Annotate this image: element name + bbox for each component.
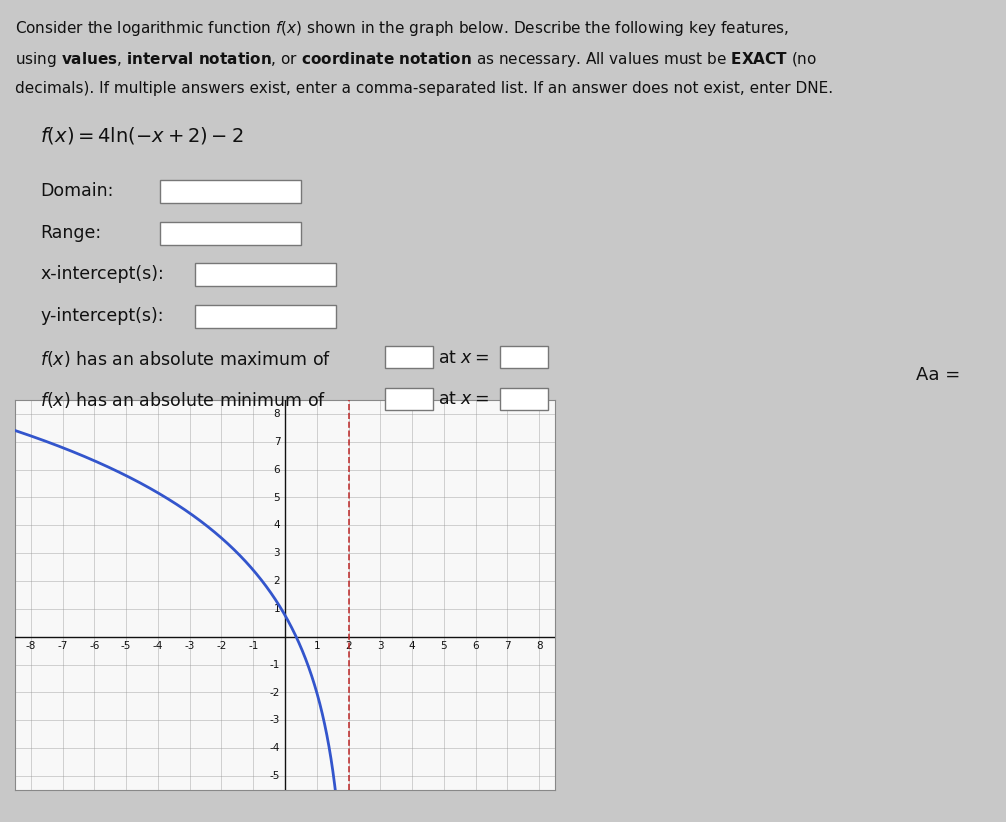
Text: -3: -3 — [270, 715, 281, 725]
Text: 8: 8 — [536, 641, 542, 651]
Text: -2: -2 — [216, 641, 226, 651]
Text: 7: 7 — [274, 436, 281, 447]
FancyBboxPatch shape — [160, 222, 301, 245]
Text: -6: -6 — [90, 641, 100, 651]
Text: Range:: Range: — [40, 224, 102, 242]
Text: $f(x)$ has an absolute maximum of: $f(x)$ has an absolute maximum of — [40, 349, 332, 368]
FancyBboxPatch shape — [385, 347, 434, 368]
Text: Domain:: Domain: — [40, 182, 114, 200]
FancyBboxPatch shape — [385, 388, 434, 410]
Text: $f(x) = 4\ln(-x+2) - 2$: $f(x) = 4\ln(-x+2) - 2$ — [40, 125, 243, 145]
Text: Consider the logarithmic function $f(x)$ shown in the graph below. Describe the : Consider the logarithmic function $f(x)$… — [15, 19, 789, 38]
Text: -7: -7 — [57, 641, 67, 651]
Text: at $x =$: at $x =$ — [438, 349, 489, 367]
FancyBboxPatch shape — [500, 347, 548, 368]
Text: 3: 3 — [377, 641, 383, 651]
Text: 5: 5 — [441, 641, 447, 651]
Text: x-intercept(s):: x-intercept(s): — [40, 266, 164, 284]
Text: 2: 2 — [274, 576, 281, 586]
Text: 1: 1 — [314, 641, 320, 651]
Text: -4: -4 — [270, 743, 281, 753]
Text: -1: -1 — [248, 641, 259, 651]
Text: -5: -5 — [121, 641, 132, 651]
Text: 1: 1 — [274, 604, 281, 614]
Text: 4: 4 — [274, 520, 281, 530]
FancyBboxPatch shape — [195, 263, 336, 286]
Text: -4: -4 — [153, 641, 163, 651]
FancyBboxPatch shape — [195, 305, 336, 328]
Text: y-intercept(s):: y-intercept(s): — [40, 307, 164, 325]
Text: 8: 8 — [274, 409, 281, 419]
Text: -1: -1 — [270, 659, 281, 670]
Text: 6: 6 — [472, 641, 479, 651]
FancyBboxPatch shape — [500, 388, 548, 410]
Text: 2: 2 — [345, 641, 352, 651]
Text: -2: -2 — [270, 687, 281, 698]
Text: Aa =: Aa = — [916, 367, 961, 385]
Text: decimals). If multiple answers exist, enter a comma-separated list. If an answer: decimals). If multiple answers exist, en… — [15, 81, 833, 96]
Text: -5: -5 — [270, 771, 281, 781]
FancyBboxPatch shape — [160, 180, 301, 203]
Text: 7: 7 — [504, 641, 511, 651]
Text: using $\mathbf{values}$, $\mathbf{interval\ notation}$, or $\mathbf{coordinate\ : using $\mathbf{values}$, $\mathbf{interv… — [15, 50, 817, 69]
Text: 6: 6 — [274, 464, 281, 474]
Text: at $x =$: at $x =$ — [438, 390, 489, 409]
Text: 3: 3 — [274, 548, 281, 558]
Text: -3: -3 — [184, 641, 195, 651]
Text: 5: 5 — [274, 492, 281, 502]
Text: -8: -8 — [26, 641, 36, 651]
Text: $f(x)$ has an absolute minimum of: $f(x)$ has an absolute minimum of — [40, 390, 326, 410]
Text: 4: 4 — [408, 641, 415, 651]
